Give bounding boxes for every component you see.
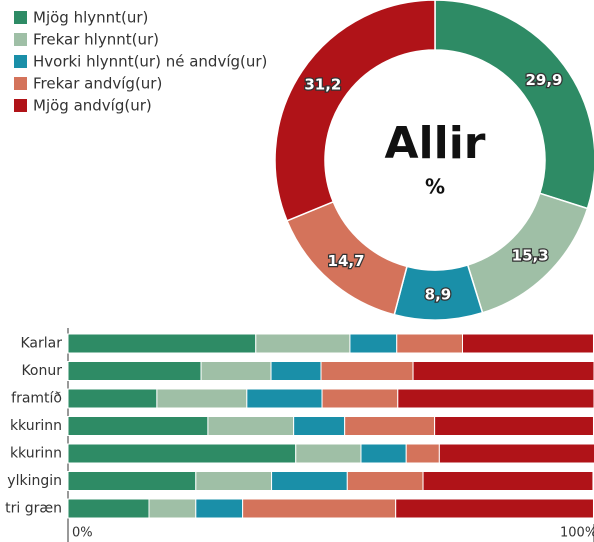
data-label: 8,9 <box>425 285 452 303</box>
data-label: 31,2 <box>304 75 341 93</box>
legend-label: Mjög hlynnt(ur) <box>33 9 148 27</box>
bar-segment <box>422 471 594 491</box>
bar-segment <box>200 361 272 381</box>
bar-segment <box>462 333 594 354</box>
y-tick-label: kkurinn <box>10 446 62 462</box>
bar-segment <box>195 498 244 519</box>
bar-segment <box>438 443 594 464</box>
x-tick-label: 100% <box>560 526 594 541</box>
bar-segment <box>293 416 346 436</box>
bar-segment <box>397 388 594 409</box>
bar-segment <box>148 498 197 519</box>
bar-segment <box>295 443 362 464</box>
legend-label: Frekar andvíg(ur) <box>33 75 162 93</box>
bar-segment <box>67 471 197 491</box>
bar-segment <box>412 361 594 381</box>
bar-segment <box>67 498 150 519</box>
bar-segment <box>270 361 322 381</box>
bar-segment <box>405 443 440 464</box>
data-label: 14,7 <box>328 252 365 270</box>
bar-segment <box>67 388 158 409</box>
bar-segment <box>246 388 323 409</box>
bar-segment <box>67 361 202 381</box>
y-tick-label: Konur <box>21 363 62 379</box>
bar-segment <box>207 416 295 436</box>
donut-subtitle: % <box>425 175 445 199</box>
legend-swatch <box>14 33 27 46</box>
bar-segment <box>67 333 257 354</box>
y-tick-label: ylkingin <box>7 473 62 489</box>
legend-label: Hvorki hlynnt(ur) né andvíg(ur) <box>33 53 267 71</box>
bar-segment <box>320 361 414 381</box>
y-tick-label: kkurinn <box>10 418 62 434</box>
data-label: 29,9 <box>525 71 562 89</box>
legend-swatch <box>14 11 27 24</box>
bar-segment <box>346 471 424 491</box>
bar-segment <box>195 471 273 491</box>
y-tick-label: Karlar <box>21 336 63 352</box>
y-tick-label: tri græn <box>5 501 62 517</box>
bar-segment <box>271 471 348 491</box>
bar-segment <box>242 498 397 519</box>
bar-segment <box>395 498 594 519</box>
legend-swatch <box>14 55 27 68</box>
donut-title: Allir <box>385 118 486 169</box>
legend-swatch <box>14 99 27 112</box>
legend-label: Frekar hlynnt(ur) <box>33 31 159 49</box>
bar-segment <box>434 416 594 436</box>
legend-swatch <box>14 77 27 90</box>
y-tick-label: framtíð <box>11 391 62 407</box>
donut-slice <box>434 0 594 210</box>
bar-segment <box>255 333 351 354</box>
x-tick-label: 0% <box>72 526 93 541</box>
bar-segment <box>349 333 398 354</box>
bar-segment <box>396 333 463 354</box>
bar-segment <box>321 388 399 409</box>
bar-segment <box>67 443 297 464</box>
bar-segment <box>67 416 209 436</box>
bar-segment <box>344 416 436 436</box>
bar-segment <box>360 443 407 464</box>
legend-label: Mjög andvíg(ur) <box>33 97 152 115</box>
data-label: 15,3 <box>512 246 549 264</box>
bar-segment <box>156 388 248 409</box>
donut-slice <box>274 0 436 222</box>
